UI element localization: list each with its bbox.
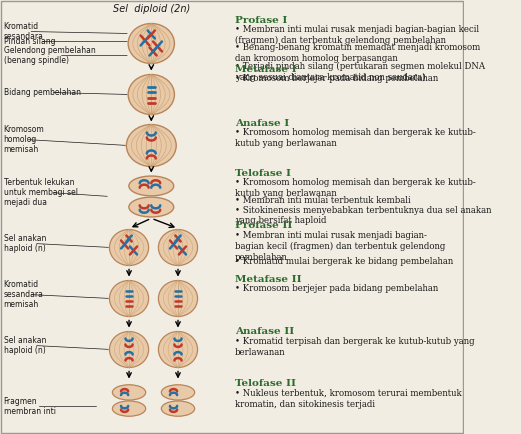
Text: Kromatid
sesandara: Kromatid sesandara bbox=[4, 22, 43, 41]
Text: Pindah silang: Pindah silang bbox=[4, 37, 55, 46]
Ellipse shape bbox=[162, 401, 195, 416]
Text: • Kromosom homolog memisah dan bergerak ke kutub-
kutub yang berlawanan: • Kromosom homolog memisah dan bergerak … bbox=[235, 128, 476, 148]
Text: Telofase II: Telofase II bbox=[235, 379, 296, 388]
Text: Anafase II: Anafase II bbox=[235, 328, 294, 336]
Text: Metafase I: Metafase I bbox=[235, 65, 296, 73]
Ellipse shape bbox=[158, 280, 197, 316]
Text: Gelendong pembelahan
(benang spindle): Gelendong pembelahan (benang spindle) bbox=[4, 46, 95, 65]
Ellipse shape bbox=[162, 385, 195, 400]
Text: • Membran inti mulai rusak menjadi bagian-bagian kecil
(fragmen) dan terbentuk g: • Membran inti mulai rusak menjadi bagia… bbox=[235, 26, 479, 46]
Text: Telofase I: Telofase I bbox=[235, 169, 291, 178]
Ellipse shape bbox=[158, 230, 197, 266]
Text: Profase II: Profase II bbox=[235, 221, 292, 230]
Text: Sel  diploid (2n): Sel diploid (2n) bbox=[113, 4, 190, 14]
Ellipse shape bbox=[109, 230, 148, 266]
Text: • Kromosom homolog memisah dan bergerak ke kutub-
kutub yang berlawanan: • Kromosom homolog memisah dan bergerak … bbox=[235, 178, 476, 198]
Text: Anafase I: Anafase I bbox=[235, 118, 289, 128]
Text: • Benang-benang kromatin memadat menjadi kromosom
dan kromosom homolog berpasang: • Benang-benang kromatin memadat menjadi… bbox=[235, 43, 480, 63]
Text: • Nukleus terbentuk, kromosom terurai membentuk
kromatin, dan sitokinesis terjad: • Nukleus terbentuk, kromosom terurai me… bbox=[235, 389, 462, 409]
Text: Sel anakan
haploid (n): Sel anakan haploid (n) bbox=[4, 336, 46, 355]
Text: Sel anakan
haploid (n): Sel anakan haploid (n) bbox=[4, 234, 46, 253]
Ellipse shape bbox=[127, 125, 176, 167]
Text: Metafase II: Metafase II bbox=[235, 274, 302, 283]
Text: • Terjadi pindah silang (pertukaran segmen molekul DNA
yang sesuai diantara krom: • Terjadi pindah silang (pertukaran segm… bbox=[235, 62, 485, 82]
Ellipse shape bbox=[113, 401, 146, 416]
FancyBboxPatch shape bbox=[1, 1, 463, 433]
Text: Terbentuk lekukan
untuk membagi sel
mejadi dua: Terbentuk lekukan untuk membagi sel meja… bbox=[4, 178, 78, 207]
Ellipse shape bbox=[158, 332, 197, 368]
Text: • Kromatid terpisah dan bergerak ke kutub-kutub yang
berlawanan: • Kromatid terpisah dan bergerak ke kutu… bbox=[235, 337, 475, 357]
Text: • Kromosom berjejer pada bidang pembelahan: • Kromosom berjejer pada bidang pembelah… bbox=[235, 284, 438, 293]
Text: Fragmen
membran inti: Fragmen membran inti bbox=[4, 397, 56, 416]
Ellipse shape bbox=[128, 75, 175, 115]
Ellipse shape bbox=[128, 23, 175, 63]
Text: Kromatid
sesandara
memisah: Kromatid sesandara memisah bbox=[4, 279, 43, 309]
Ellipse shape bbox=[129, 197, 173, 217]
Ellipse shape bbox=[109, 280, 148, 316]
Ellipse shape bbox=[129, 176, 173, 196]
Text: Profase I: Profase I bbox=[235, 16, 287, 25]
Text: Bidang pembelahan: Bidang pembelahan bbox=[4, 88, 81, 97]
Text: • Membran inti mulai terbentuk kembali: • Membran inti mulai terbentuk kembali bbox=[235, 196, 411, 205]
Text: • Kromatid mulai bergerak ke bidang pembelahan: • Kromatid mulai bergerak ke bidang pemb… bbox=[235, 257, 453, 266]
Text: • Kromosom berjejer pada bidang pembelahan: • Kromosom berjejer pada bidang pembelah… bbox=[235, 74, 438, 83]
Text: • Membran inti mulai rusak menjadi bagian-
bagian kecil (fragmen) dan terbentuk : • Membran inti mulai rusak menjadi bagia… bbox=[235, 231, 445, 262]
Ellipse shape bbox=[109, 332, 148, 368]
Text: • Sitokinenesis menyebabkan terbentuknya dua sel anakan
yang bersifat haploid: • Sitokinenesis menyebabkan terbentuknya… bbox=[235, 206, 491, 225]
Ellipse shape bbox=[113, 385, 146, 400]
Text: Kromosom
homolog
memisah: Kromosom homolog memisah bbox=[4, 125, 44, 155]
